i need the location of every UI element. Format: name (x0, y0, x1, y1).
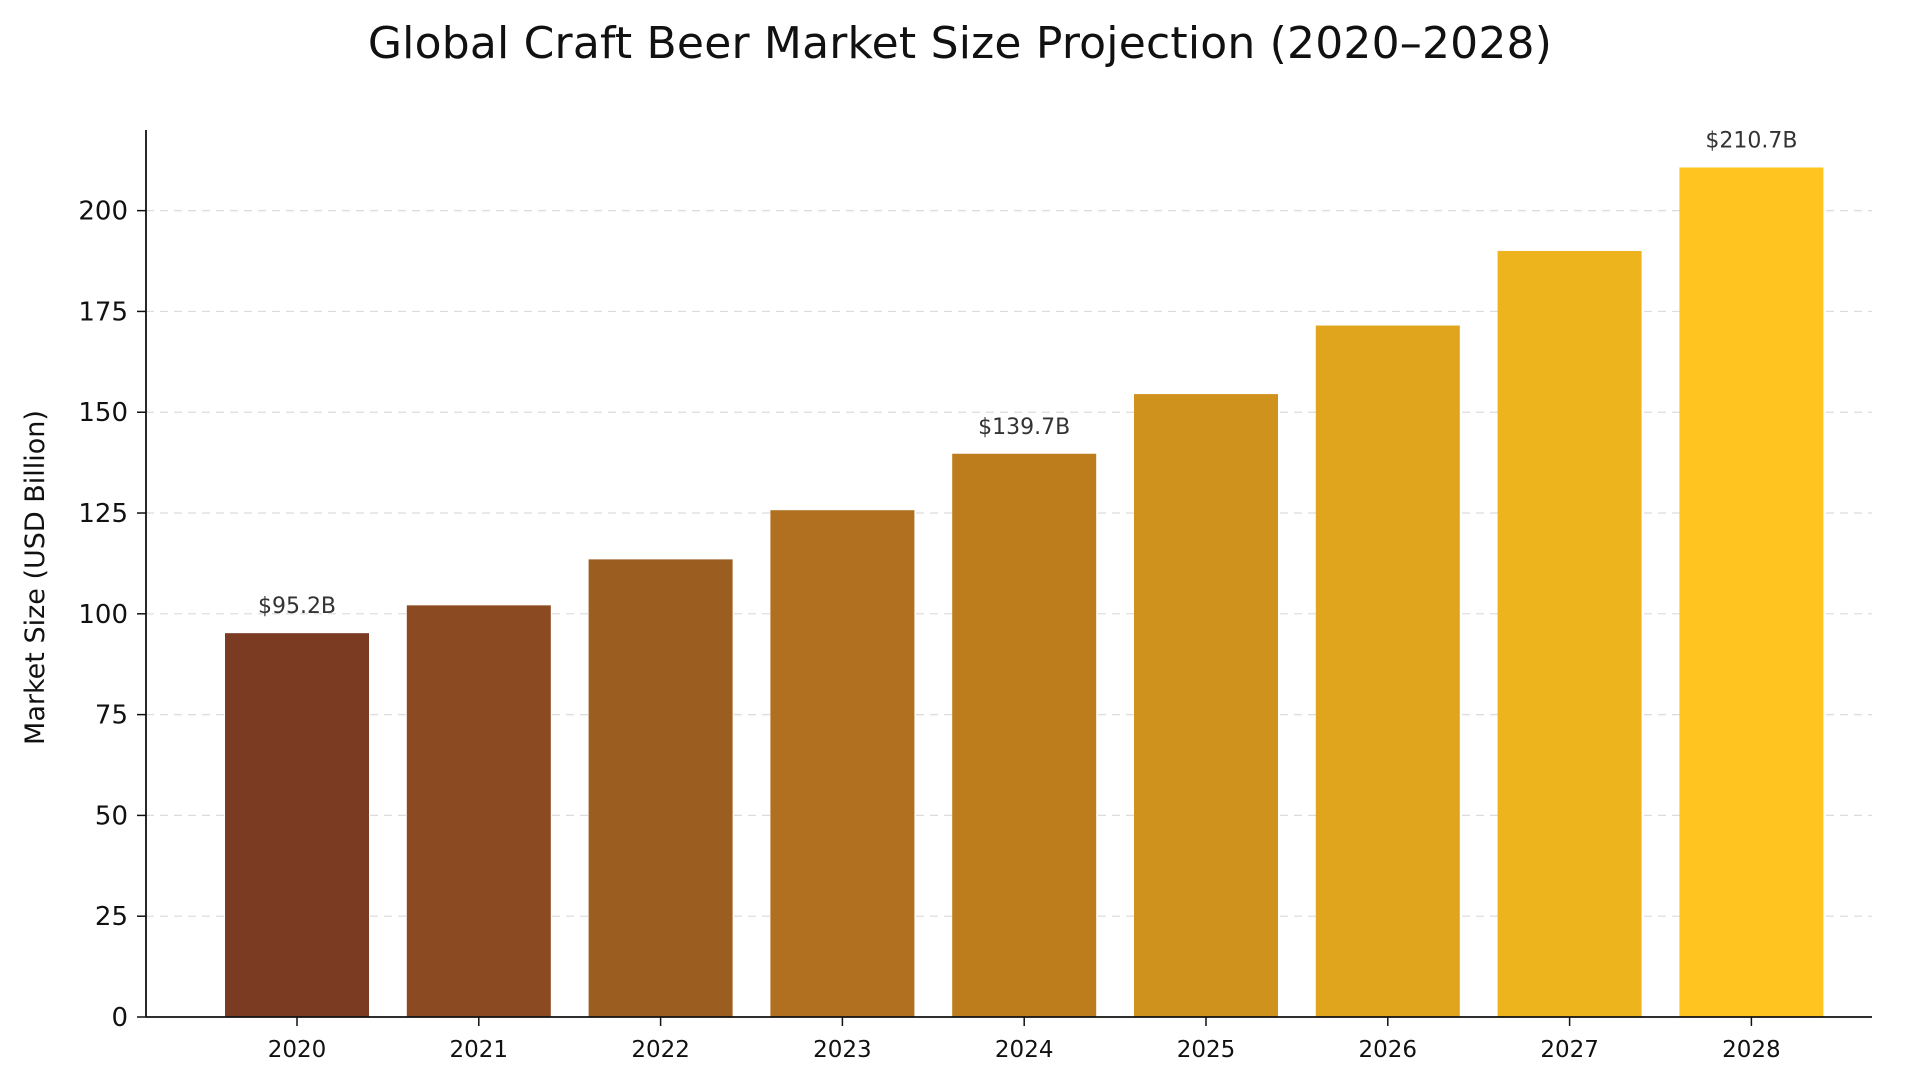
bar-2020 (225, 633, 369, 1017)
x-tick-label: 2023 (813, 1037, 872, 1063)
y-tick-label: 175 (78, 297, 128, 327)
bar-2028 (1679, 167, 1824, 1017)
y-tick-label: 100 (78, 600, 128, 630)
y-axis-title: Market Size (USD Billion) (20, 410, 51, 745)
chart-title: Global Craft Beer Market Size Projection… (367, 18, 1553, 69)
y-tick-label: 75 (95, 701, 128, 731)
bar-value-label: $139.7B (978, 415, 1070, 440)
bar-2023 (770, 510, 915, 1017)
bar-2024 (952, 453, 1097, 1017)
bar-2021 (406, 605, 551, 1017)
data-labels: $95.2B $139.7B $210.7B (258, 128, 1797, 619)
y-tick-label: 125 (78, 499, 128, 529)
x-tick-label: 2020 (268, 1037, 327, 1063)
bar-2027 (1497, 250, 1642, 1018)
x-tick-label: 2026 (1359, 1037, 1418, 1063)
y-tick-label: 150 (78, 398, 128, 428)
bars (225, 167, 1824, 1018)
y-tick-label: 25 (95, 902, 128, 932)
bar-2026 (1315, 325, 1460, 1017)
x-tick-label: 2025 (1177, 1037, 1236, 1063)
bar-2022 (588, 559, 733, 1017)
x-tick-label: 2021 (450, 1037, 509, 1063)
x-tick-label: 2028 (1722, 1037, 1781, 1063)
y-tick-label: 0 (111, 1003, 128, 1033)
axes: 0 25 50 75 100 125 150 175 200 2020 2021 2022 2023 20… (78, 130, 1872, 1063)
x-tick-label: 2022 (631, 1037, 690, 1063)
bar-value-label: $95.2B (258, 594, 336, 619)
bar-value-label: $210.7B (1705, 128, 1797, 153)
x-tick-label: 2027 (1540, 1037, 1599, 1063)
x-tick-label: 2024 (995, 1037, 1054, 1063)
bar-2025 (1134, 394, 1278, 1017)
y-tick-label: 50 (95, 801, 128, 831)
y-tick-label: 200 (78, 197, 128, 227)
